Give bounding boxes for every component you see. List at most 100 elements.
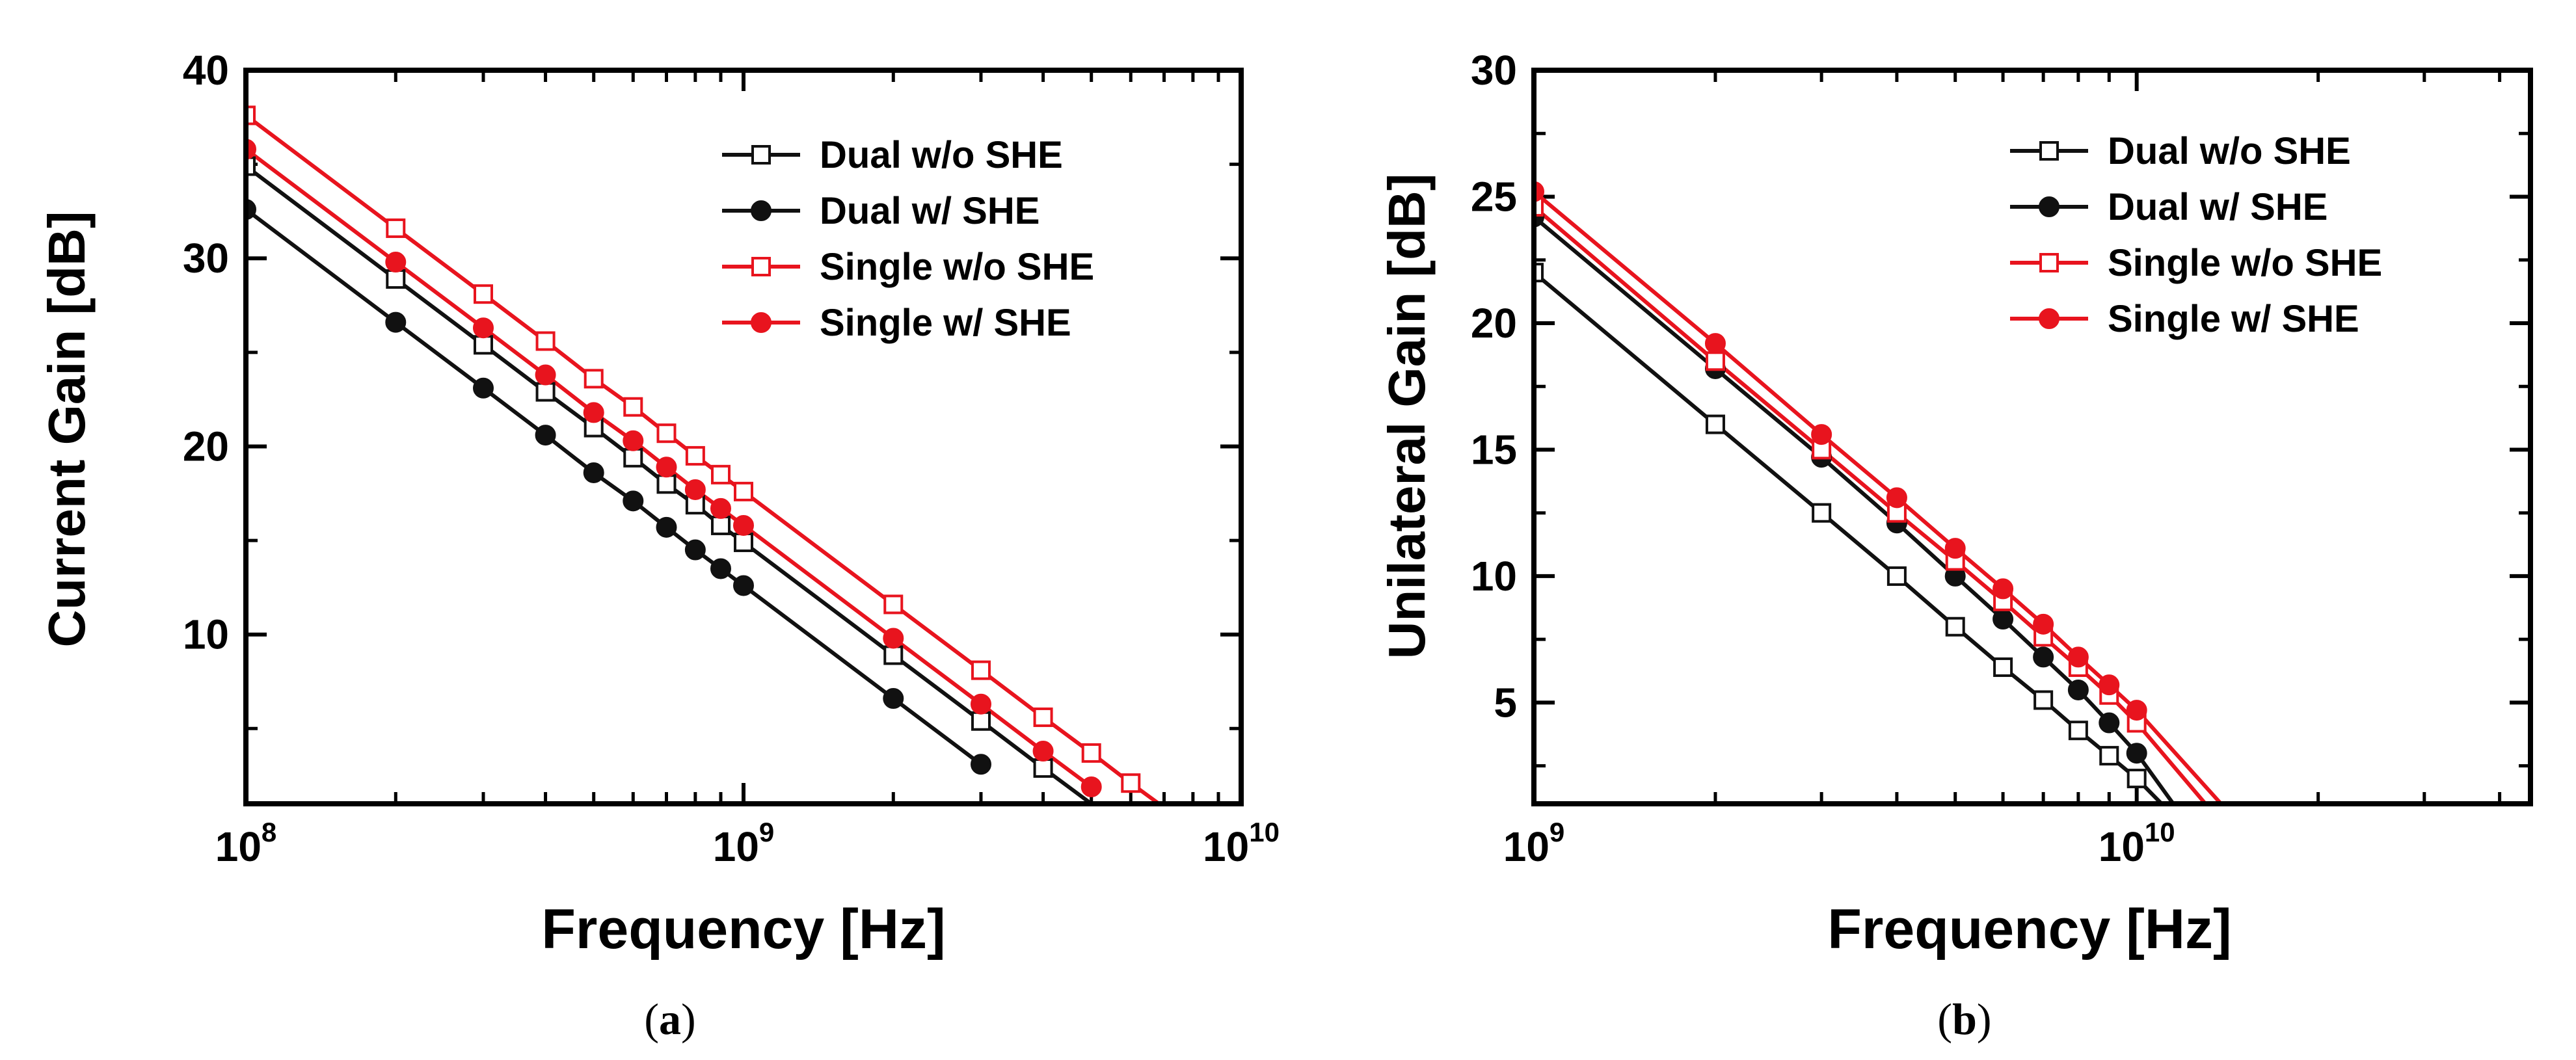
data-point [685,445,705,466]
data-point [623,490,644,512]
ylabel-a: Current Gain [dB] [38,211,96,647]
legend-label: Single w/o SHE [820,246,1094,288]
legend-label: Dual w/o SHE [2108,130,2351,172]
data-point [656,457,677,478]
data-point [1992,609,2014,630]
legend-label: Single w/ SHE [820,302,1071,344]
data-point [1993,657,2013,677]
data-point [2099,674,2120,696]
data-point [2099,712,2120,734]
data-point [472,377,494,399]
series-line-2 [246,114,1162,804]
x-tick-label: 1010 [1203,817,1280,870]
data-point [733,514,754,536]
data-point [623,397,643,417]
data-point [583,402,604,423]
legend-marker [751,312,771,333]
data-point [970,693,991,715]
legend: Dual w/o SHE Dual w/ SHE Single w/o SHE Sin… [2010,130,2382,340]
data-point [710,497,731,519]
data-point [1704,333,1726,354]
data-point [883,594,904,615]
legend-marker [2039,196,2059,217]
data-point [2126,700,2147,721]
data-point [2033,646,2054,668]
y-tick-label: 10 [1471,553,1517,600]
data-point [710,515,731,535]
data-point [2127,769,2147,789]
data-point [473,284,493,304]
legend-label: Single w/o SHE [2108,242,2382,284]
data-point [734,481,753,501]
legend-marker [751,200,771,221]
legend-marker [2039,308,2059,329]
data-point [656,474,677,494]
y-tick-label: 30 [1471,47,1517,94]
data-point [535,425,556,446]
caption-a: (a) [644,994,695,1044]
legend-label: Dual w/o SHE [820,134,1063,176]
chart-panel-a: Current Gain [dB] Frequency [Hz] (a) 108… [38,47,1280,1044]
data-point [1811,424,1832,445]
x-tick-label: 1010 [2099,817,2175,870]
legend-label: Single w/ SHE [2108,298,2359,340]
data-point [656,423,677,444]
data-point [734,532,753,552]
y-tick-label: 5 [1494,679,1517,726]
legend: Dual w/o SHE Dual w/ SHE Single w/o SHE Sin… [722,134,1094,344]
data-point [733,575,754,596]
data-point [1992,578,2014,600]
data-point [2126,743,2147,764]
data-point [971,660,991,680]
legend-marker [2039,141,2059,161]
data-point [584,369,604,389]
data-point [472,317,494,339]
data-point [656,516,677,538]
y-tick-label: 20 [183,423,229,470]
y-tick-label: 20 [1471,300,1517,347]
data-point [1080,776,1102,797]
y-tick-label: 30 [183,235,229,282]
xlabel-a: Frequency [Hz] [541,898,945,961]
legend-label: Dual w/ SHE [2108,186,2328,228]
data-point [2067,679,2089,700]
series-line-3 [246,148,1093,789]
data-point [2068,721,2088,741]
data-point [883,688,904,709]
data-point [2067,646,2089,668]
data-point [583,462,604,483]
xlabel-b: Frequency [Hz] [1827,898,2231,961]
data-point [386,218,406,238]
data-point [1033,707,1053,727]
series-line-1 [246,207,982,766]
data-point [710,558,731,579]
legend-label: Dual w/ SHE [820,190,1040,232]
data-point [473,335,493,355]
legend-marker [751,257,771,276]
data-point [2033,690,2054,710]
data-point [1033,758,1053,778]
axes-frame [1531,68,2533,806]
y-tick-label: 10 [183,611,229,658]
legend-marker [751,145,771,165]
data-point [684,479,706,500]
data-point [1705,351,1725,371]
chart-panel-b: Unilateral Gain [dB] Frequency [Hz] (b) … [1378,47,2533,1044]
data-point [2099,746,2119,766]
data-point [1121,773,1141,793]
data-point [883,628,904,649]
data-point [1081,743,1101,763]
legend-marker [2039,253,2059,272]
data-point [535,331,556,351]
data-point [1032,741,1054,762]
axes-frame [243,68,1244,806]
plot-area [1534,181,2223,804]
data-point [2033,613,2054,635]
data-point [684,539,706,561]
data-point [1945,616,1965,637]
data-point [385,252,407,273]
y-tick-label: 15 [1471,426,1517,473]
data-point [623,447,643,468]
x-tick-label: 108 [215,817,277,870]
